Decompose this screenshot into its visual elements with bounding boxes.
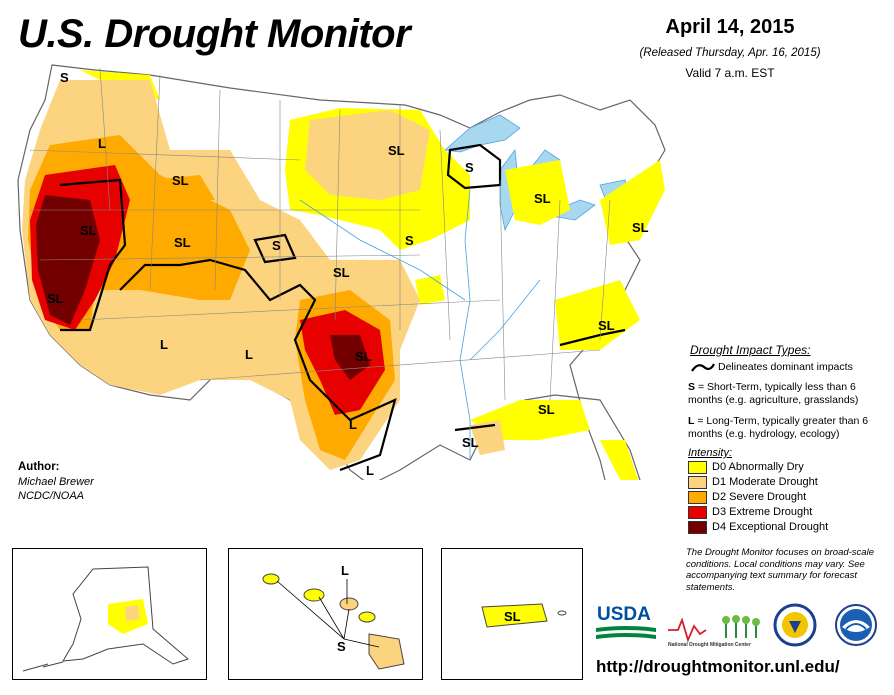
map-label-texas-central: L bbox=[349, 417, 357, 432]
map-label-new-york: SL bbox=[632, 220, 649, 235]
legend-item-d4: D4 Exceptional Drought bbox=[688, 520, 828, 534]
map-label-iowa: S bbox=[405, 233, 414, 248]
intensity-heading: Intensity: bbox=[688, 447, 733, 459]
legend-item-d0: D0 Abnormally Dry bbox=[688, 460, 804, 474]
legend-item-d1: D1 Moderate Drought bbox=[688, 475, 818, 489]
map-label-wisconsin: S bbox=[465, 160, 474, 175]
d0-swatch bbox=[688, 460, 707, 474]
map-label-louisiana: SL bbox=[462, 435, 479, 450]
state-borders bbox=[29, 67, 611, 401]
map-label-kansas: SL bbox=[333, 265, 350, 280]
rivers bbox=[299, 189, 541, 460]
puerto-rico-map: SL bbox=[481, 603, 567, 628]
author-name: Michael Brewer bbox=[18, 476, 94, 488]
map-label-dakotas: SL bbox=[388, 143, 405, 158]
map-label-oregon: L bbox=[98, 136, 106, 151]
map-label-puerto-rico: SL bbox=[504, 609, 521, 624]
map-label-wyoming: S bbox=[272, 238, 281, 253]
svg-text:National Drought Mitigation Ce: National Drought Mitigation Center bbox=[668, 642, 751, 648]
impact-boundary-line-icon bbox=[691, 363, 715, 372]
hawaii-inset: L S bbox=[228, 548, 423, 680]
legend-item-d2: D2 Severe Drought bbox=[688, 490, 806, 504]
short-term-description: S = Short-Term, typically less than 6 mo… bbox=[688, 381, 859, 406]
impact-boundary-label: Delineates dominant impacts bbox=[718, 361, 853, 373]
map-label-california-south: SL bbox=[47, 291, 64, 306]
valid-time: Valid 7 a.m. EST bbox=[685, 66, 775, 80]
noaa-seal bbox=[835, 604, 877, 646]
department-of-commerce-seal bbox=[773, 603, 817, 647]
puerto-rico-inset: SL bbox=[441, 548, 583, 680]
map-label-texas-panhandle: SL bbox=[355, 349, 372, 364]
alaska-map bbox=[22, 566, 189, 672]
d1-swatch bbox=[688, 475, 707, 489]
map-label-hawaii-north: L bbox=[341, 563, 349, 578]
map-label-arizona: L bbox=[160, 337, 168, 352]
map-label-idaho: SL bbox=[172, 173, 189, 188]
map-label-alabama: SL bbox=[538, 402, 555, 417]
alaska-inset bbox=[12, 548, 207, 680]
map-label-virginia: SL bbox=[598, 318, 615, 333]
long-term-description: L = Long-Term, typically greater than 6 … bbox=[688, 415, 869, 440]
drought-d4-areas bbox=[36, 195, 370, 380]
conus-drought-map: S L SL SL SL S SL L L SL SL S SL S SL SL… bbox=[17, 64, 666, 480]
map-label-hawaii-south: S bbox=[337, 639, 346, 654]
map-date: April 14, 2015 bbox=[665, 16, 795, 38]
disclaimer-text: The Drought Monitor focuses on broad-sca… bbox=[686, 547, 874, 593]
map-label-pacific-nw-coast: S bbox=[60, 70, 69, 85]
svg-text:USDA: USDA bbox=[597, 604, 651, 625]
ndmc-logo: National Drought Mitigation Center bbox=[668, 615, 760, 648]
map-label-new-mexico: L bbox=[245, 347, 253, 362]
author-org: NCDC/NOAA bbox=[18, 490, 85, 502]
release-date: (Released Thursday, Apr. 16, 2015) bbox=[639, 47, 821, 59]
hawaii-map: L S bbox=[262, 563, 405, 670]
author-heading: Author: bbox=[18, 461, 60, 473]
legend-item-d3: D3 Extreme Drought bbox=[688, 505, 812, 519]
map-label-texas-south: L bbox=[366, 463, 374, 478]
map-label-michigan: SL bbox=[534, 191, 551, 206]
d4-swatch bbox=[688, 520, 707, 534]
d3-swatch bbox=[688, 505, 707, 519]
d2-swatch bbox=[688, 490, 707, 504]
usda-logo: USDA bbox=[596, 604, 656, 639]
map-label-california-north: SL bbox=[80, 223, 97, 238]
impact-types-heading: Drought Impact Types: bbox=[690, 343, 811, 357]
drought-monitor-url[interactable]: http://droughtmonitor.unl.edu/ bbox=[596, 657, 840, 676]
map-label-utah: SL bbox=[174, 235, 191, 250]
map-title: U.S. Drought Monitor bbox=[18, 12, 411, 56]
